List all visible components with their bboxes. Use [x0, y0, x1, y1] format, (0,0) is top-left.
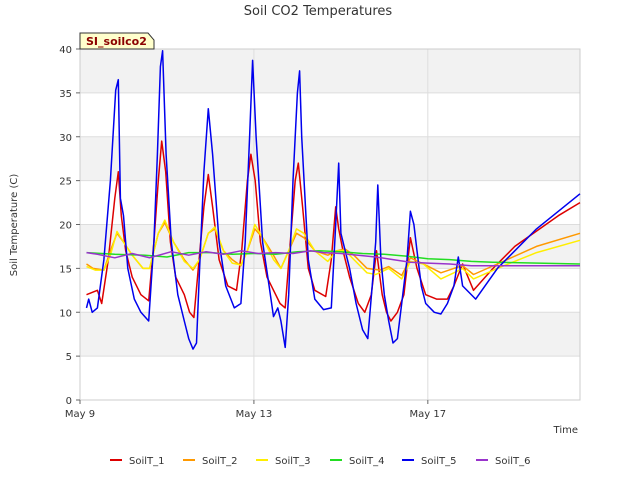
plot-band	[80, 312, 580, 357]
x-tick-label: May 9	[65, 409, 95, 420]
y-tick-label: 15	[59, 264, 72, 275]
x-tick-label: May 13	[236, 409, 273, 420]
y-tick-label: 40	[59, 45, 72, 56]
chart-title: Soil CO2 Temperatures	[244, 4, 393, 19]
plot-band	[80, 356, 580, 400]
legend-label: SoilT_4	[349, 456, 385, 467]
plot-band	[80, 49, 580, 93]
x-axis-label: Time	[553, 425, 578, 436]
y-tick-label: 10	[59, 308, 72, 319]
y-tick-label: 35	[59, 89, 72, 100]
legend-label: SoilT_2	[202, 456, 238, 467]
legend-label: SoilT_3	[275, 456, 311, 467]
legend-label: SoilT_6	[495, 456, 531, 467]
plot-band	[80, 136, 580, 181]
series-line-soilt-5	[85, 50, 581, 350]
legend: SoilT_1 SoilT_2 SoilT_3 SoilT_4 SoilT_5 SoilT…	[110, 456, 531, 467]
series-line-soilt-6	[86, 250, 580, 267]
legend-label: SoilT_1	[129, 456, 165, 467]
site-badge: SI_soilco2	[79, 32, 155, 50]
plot-band	[80, 224, 580, 269]
site-badge-text: SI_soilco2	[86, 35, 147, 48]
legend-label: SoilT_5	[421, 456, 457, 467]
plot-band	[80, 180, 580, 225]
x-axis: May 9 May 13 May 17	[65, 400, 446, 420]
y-tick-label: 20	[59, 221, 72, 232]
plot-band	[80, 268, 580, 313]
y-tick-label: 25	[59, 177, 72, 188]
y-tick-label: 30	[59, 133, 72, 144]
plot-band	[80, 92, 580, 137]
y-axis-label: Soil Temperature (C)	[9, 174, 20, 277]
series-lines	[85, 50, 581, 350]
x-tick-label: May 17	[410, 409, 447, 420]
y-tick-label: 5	[66, 352, 72, 363]
y-axis: 0 5 10 15 20 25 30 35 40	[59, 45, 80, 407]
y-tick-label: 0	[66, 396, 72, 407]
